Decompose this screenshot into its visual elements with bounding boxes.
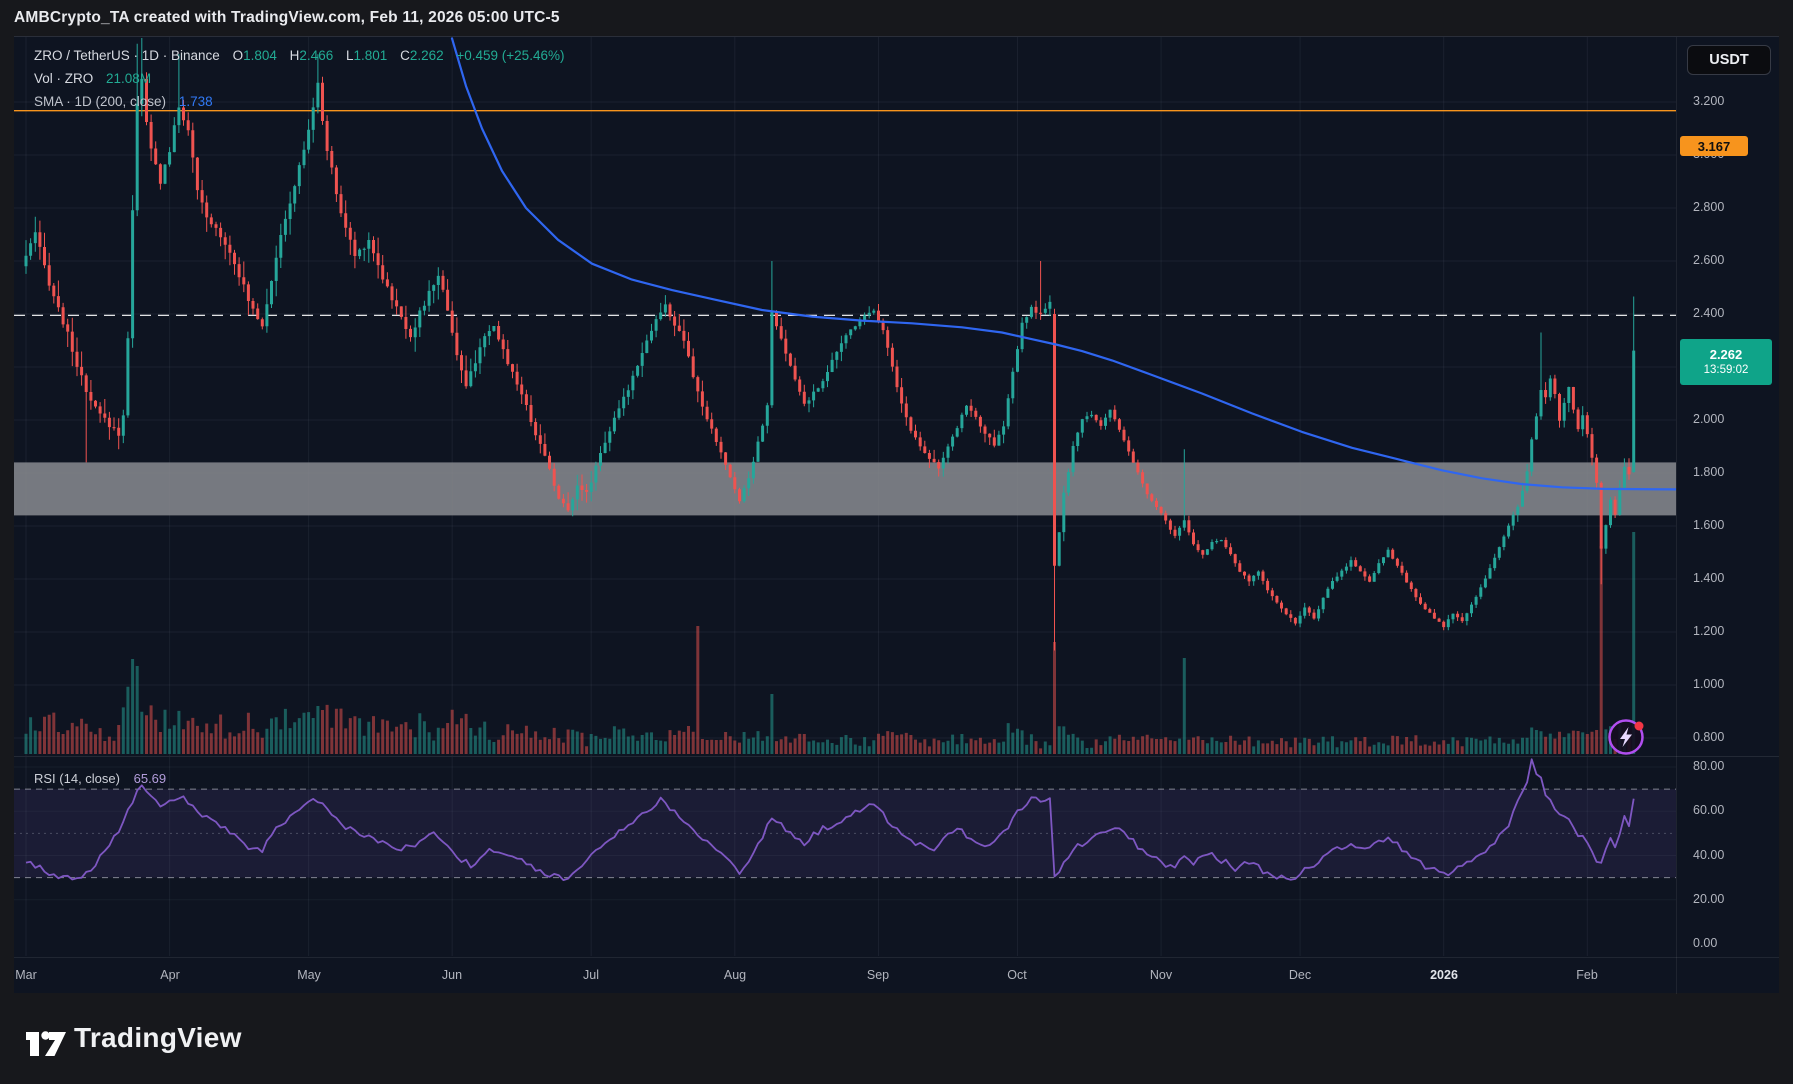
current-price: 2.262	[1709, 346, 1743, 362]
price-chart[interactable]	[14, 37, 1676, 756]
rsi-tick-label: 80.00	[1693, 759, 1725, 773]
price-axis[interactable]: 3.2003.0002.8002.6002.4002.2002.0001.800…	[1676, 37, 1779, 994]
price-tick-label: 1.800	[1693, 465, 1725, 479]
volume-row: Vol · ZRO 21.08M	[34, 70, 564, 87]
time-tick-label: Oct	[1007, 968, 1027, 982]
tradingview-brand: TradingView	[74, 1022, 242, 1053]
sma-row: SMA · 1D (200, close) 1.738	[34, 93, 564, 110]
rsi-tick-label: 20.00	[1693, 892, 1725, 906]
time-tick-label: Jun	[441, 968, 463, 982]
pane-separator[interactable]	[14, 756, 1779, 757]
time-tick-label: Nov	[1149, 968, 1173, 982]
price-tick-label: 0.800	[1693, 730, 1725, 744]
lightning-icon	[1608, 719, 1644, 755]
rsi-tick-label: 60.00	[1693, 803, 1725, 817]
price-tick-label: 1.000	[1693, 677, 1725, 691]
open-label: O	[232, 48, 244, 63]
close-label: C	[400, 48, 410, 63]
price-tick-label: 2.400	[1693, 306, 1725, 320]
alert-lightning-button[interactable]	[1606, 717, 1646, 757]
rsi-chart[interactable]	[14, 757, 1676, 956]
footer: TradingView	[0, 1008, 1793, 1084]
currency-button[interactable]: USDT	[1687, 45, 1771, 75]
tradingview-logo-icon	[26, 1031, 66, 1056]
time-axis[interactable]: Mar Apr May Jun Jul Aug Sep Oct Nov Dec 2026 Feb	[14, 957, 1779, 994]
price-tick-label: 3.200	[1693, 94, 1725, 108]
volume-label: Vol · ZRO	[34, 71, 94, 86]
low-value: 1.801	[353, 48, 388, 63]
attribution-text: AMBCrypto_TA created with TradingView.co…	[14, 9, 560, 26]
symbol-row: ZRO / TetherUS · 1D · Binance O1.804 H2.…	[34, 47, 564, 64]
sma-value: 1.738	[178, 94, 213, 109]
time-tick-label: Sep	[866, 968, 890, 982]
time-tick-label: Mar	[15, 968, 37, 982]
time-tick-label: May	[297, 968, 321, 982]
attribution-bar: AMBCrypto_TA created with TradingView.co…	[0, 0, 1793, 36]
symbol-title: ZRO / TetherUS · 1D · Binance	[34, 48, 220, 63]
price-tick-label: 1.200	[1693, 624, 1725, 638]
low-label: L	[345, 48, 354, 63]
price-tick-label: 2.800	[1693, 200, 1725, 214]
price-tick-label: 1.600	[1693, 518, 1725, 532]
alert-price-badge: 3.167	[1680, 136, 1748, 156]
rsi-legend: RSI (14, close) 65.69	[34, 771, 166, 786]
high-label: H	[289, 48, 300, 63]
rsi-tick-label: 40.00	[1693, 848, 1725, 862]
price-tick-label: 2.600	[1693, 253, 1725, 267]
bar-countdown: 13:59:02	[1703, 363, 1749, 376]
rsi-label: RSI (14, close)	[34, 771, 120, 786]
price-tick-label: 2.000	[1693, 412, 1725, 426]
rsi-value: 65.69	[133, 771, 167, 786]
rsi-tick-label: 0.00	[1693, 936, 1718, 950]
volume-value: 21.08M	[106, 71, 152, 86]
time-tick-label: Aug	[723, 968, 747, 982]
chart-widget: ZRO / TetherUS · 1D · Binance O1.804 H2.…	[14, 36, 1779, 994]
high-value: 2.466	[299, 48, 334, 63]
current-price-badge: 2.262 13:59:02	[1680, 339, 1772, 385]
chart-legend: ZRO / TetherUS · 1D · Binance O1.804 H2.…	[34, 47, 564, 116]
time-tick-label: Feb	[1576, 968, 1598, 982]
time-tick-label: Apr	[160, 968, 180, 982]
price-tick-label: 1.400	[1693, 571, 1725, 585]
time-tick-label: 2026	[1430, 968, 1458, 982]
sma-label: SMA · 1D (200, close)	[34, 94, 167, 109]
close-value: 2.262	[409, 48, 444, 63]
notification-dot	[1634, 721, 1644, 731]
time-tick-label: Dec	[1288, 968, 1312, 982]
time-tick-label: Jul	[583, 968, 599, 982]
change-value: +0.459 (+25.46%)	[456, 48, 565, 63]
open-value: 1.804	[243, 48, 277, 63]
